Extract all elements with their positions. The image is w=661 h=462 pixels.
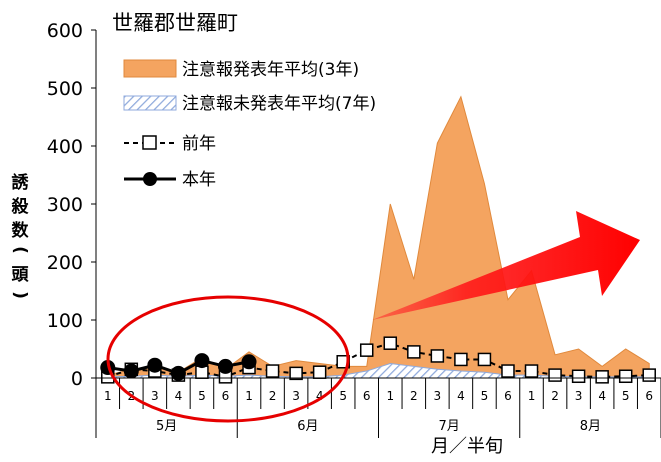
x-tick-label: 1	[104, 389, 112, 403]
x-tick-label: 5	[622, 389, 630, 403]
month-label: 5月	[156, 419, 177, 434]
point-last-year	[571, 369, 586, 384]
x-tick-label: 4	[598, 389, 606, 403]
x-tick-label: 5	[481, 389, 489, 403]
point-last-year	[595, 370, 609, 384]
x-tick-label: 6	[363, 389, 371, 403]
x-tick-label: 3	[434, 389, 442, 403]
x-tick-label: 3	[151, 389, 159, 403]
x-tick-label: 2	[269, 389, 277, 403]
y-tick-label: 500	[47, 78, 83, 100]
point-this-year	[241, 354, 257, 370]
x-tick-label: 2	[410, 389, 418, 403]
month-label: 8月	[580, 419, 601, 434]
point-last-year	[618, 369, 633, 384]
y-tick-label: 300	[47, 194, 83, 216]
x-tick-label: 3	[292, 389, 300, 403]
x-tick-label: 6	[222, 389, 230, 403]
trend-arrow	[372, 211, 640, 320]
x-tick-label: 4	[316, 389, 324, 403]
legend-label-no-alert-avg: 注意報未発表年平均(7年)	[182, 94, 376, 114]
area-no-alert-avg	[107, 362, 650, 379]
x-tick-label: 2	[551, 389, 559, 403]
y-tick-label: 600	[47, 20, 83, 42]
point-last-year	[359, 343, 374, 357]
legend-marker-this-year	[143, 172, 157, 186]
x-tick-label: 6	[504, 389, 512, 403]
svg-text:頭: 頭	[12, 265, 30, 285]
x-tick-label: 4	[457, 389, 465, 403]
svg-text:(: (	[10, 246, 30, 254]
legend-swatch-alert-avg	[123, 59, 177, 78]
point-last-year	[407, 345, 421, 359]
svg-text:数: 数	[12, 220, 30, 241]
svg-text:): )	[10, 291, 30, 299]
y-tick-label: 100	[47, 310, 83, 332]
month-label: 7月	[438, 419, 459, 434]
point-last-year	[289, 366, 303, 381]
y-tick-label: 200	[47, 252, 83, 274]
x-tick-label: 3	[575, 389, 583, 403]
svg-text:誘: 誘	[12, 172, 30, 193]
point-last-year	[524, 364, 539, 378]
legend: 注意報発表年平均(3年) 注意報未発表年平均(7年) 前年 本年	[123, 59, 376, 190]
point-last-year	[477, 352, 492, 367]
x-axis-label: 月／半旬	[431, 436, 503, 457]
x-tick-label: 1	[528, 389, 536, 403]
point-last-year	[642, 368, 656, 382]
y-axis-label: 誘 殺 数 ( 頭 )	[10, 172, 30, 299]
legend-swatch-no-alert-avg	[123, 95, 177, 111]
legend-label-alert-avg: 注意報発表年平均(3年)	[182, 60, 359, 80]
x-tick-label: 4	[175, 389, 183, 403]
point-last-year	[265, 364, 280, 378]
point-this-year	[194, 353, 210, 369]
highlight-ellipse	[106, 295, 350, 423]
x-tick-label: 1	[245, 389, 253, 403]
point-this-year	[147, 357, 163, 373]
point-last-year	[312, 365, 327, 379]
x-tick-label: 5	[198, 389, 206, 403]
x-tick-label: 5	[339, 389, 347, 403]
point-this-year	[123, 363, 139, 379]
x-tick-label: 6	[645, 389, 653, 403]
point-last-year	[430, 349, 445, 363]
point-last-year	[383, 336, 398, 350]
legend-label-this-year: 本年	[182, 170, 216, 190]
point-last-year	[454, 352, 468, 367]
point-last-year	[501, 364, 515, 378]
x-tick-label: 1	[386, 389, 394, 403]
annotations	[106, 211, 640, 423]
point-last-year	[548, 368, 562, 382]
point-this-year	[170, 365, 186, 381]
y-tick-label: 0	[71, 368, 83, 390]
legend-marker-last-year	[142, 135, 157, 150]
month-label: 6月	[297, 419, 318, 434]
area-alert-avg	[107, 95, 650, 379]
point-this-year	[217, 358, 233, 374]
legend-label-last-year: 前年	[182, 134, 216, 154]
svg-text:殺: 殺	[11, 196, 30, 217]
y-tick-label: 400	[47, 136, 83, 158]
chart-title: 世羅郡世羅町	[112, 11, 238, 35]
